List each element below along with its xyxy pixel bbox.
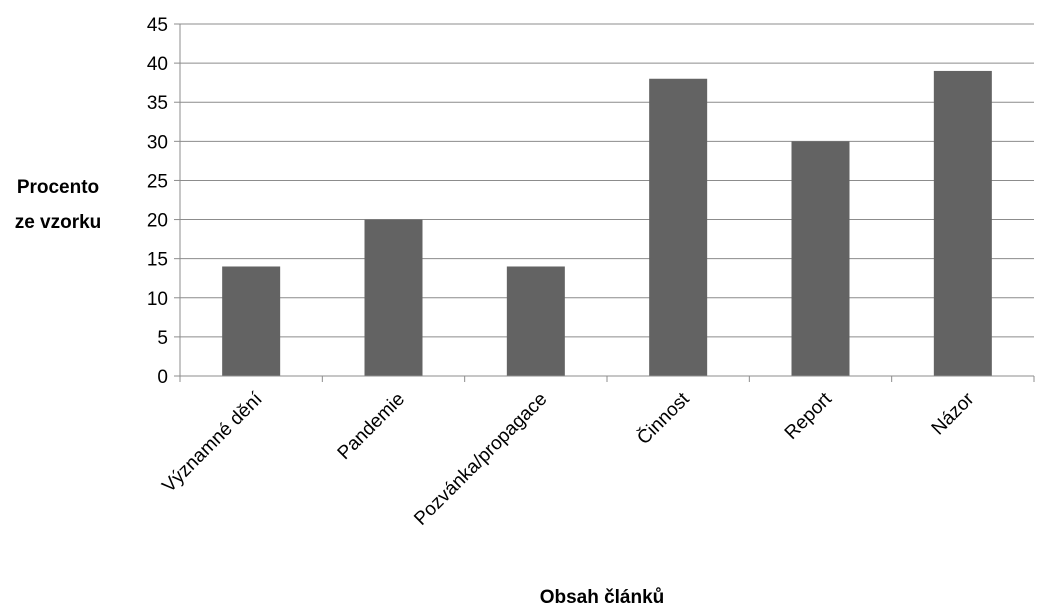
- y-tick-label: 45: [147, 15, 168, 36]
- y-tick-label: 10: [147, 289, 168, 310]
- x-axis-title: Obsah článků: [540, 587, 665, 608]
- bar: [649, 78, 708, 376]
- y-tick-label: 15: [147, 250, 168, 271]
- y-tick-label: 30: [147, 132, 168, 153]
- y-tick-label: 25: [147, 171, 168, 192]
- x-tick-label: Pandemie: [334, 389, 409, 464]
- x-tick-label: Názor: [928, 388, 979, 439]
- y-axis-title-line-1: Procento: [17, 177, 99, 198]
- bar: [222, 266, 281, 376]
- x-tick-labels: Významné dění Pandemie Pozvánka/propagace Č…: [158, 387, 978, 529]
- y-tick-labels: 0 5 10 15 20 25 30 35 40 45: [147, 15, 168, 388]
- bar: [506, 266, 565, 376]
- axes: [179, 24, 1034, 377]
- y-tick-label: 35: [147, 93, 168, 114]
- x-tick-label: Report: [781, 388, 837, 444]
- y-tick-label: 5: [157, 328, 168, 349]
- x-tick-label: Činnost: [633, 387, 695, 449]
- x-tick-label: Pozvánka/propagace: [410, 389, 551, 530]
- bar: [791, 141, 850, 376]
- y-tick-label: 40: [147, 54, 168, 75]
- y-tick-label: 20: [147, 211, 168, 232]
- bars: [222, 70, 992, 376]
- y-axis-title-line-2: ze vzorku: [15, 212, 102, 233]
- gridlines: [174, 23, 1035, 382]
- x-tick-label: Významné dění: [158, 388, 267, 497]
- bar: [364, 219, 423, 376]
- y-tick-label: 0: [157, 367, 168, 388]
- bar: [933, 70, 992, 376]
